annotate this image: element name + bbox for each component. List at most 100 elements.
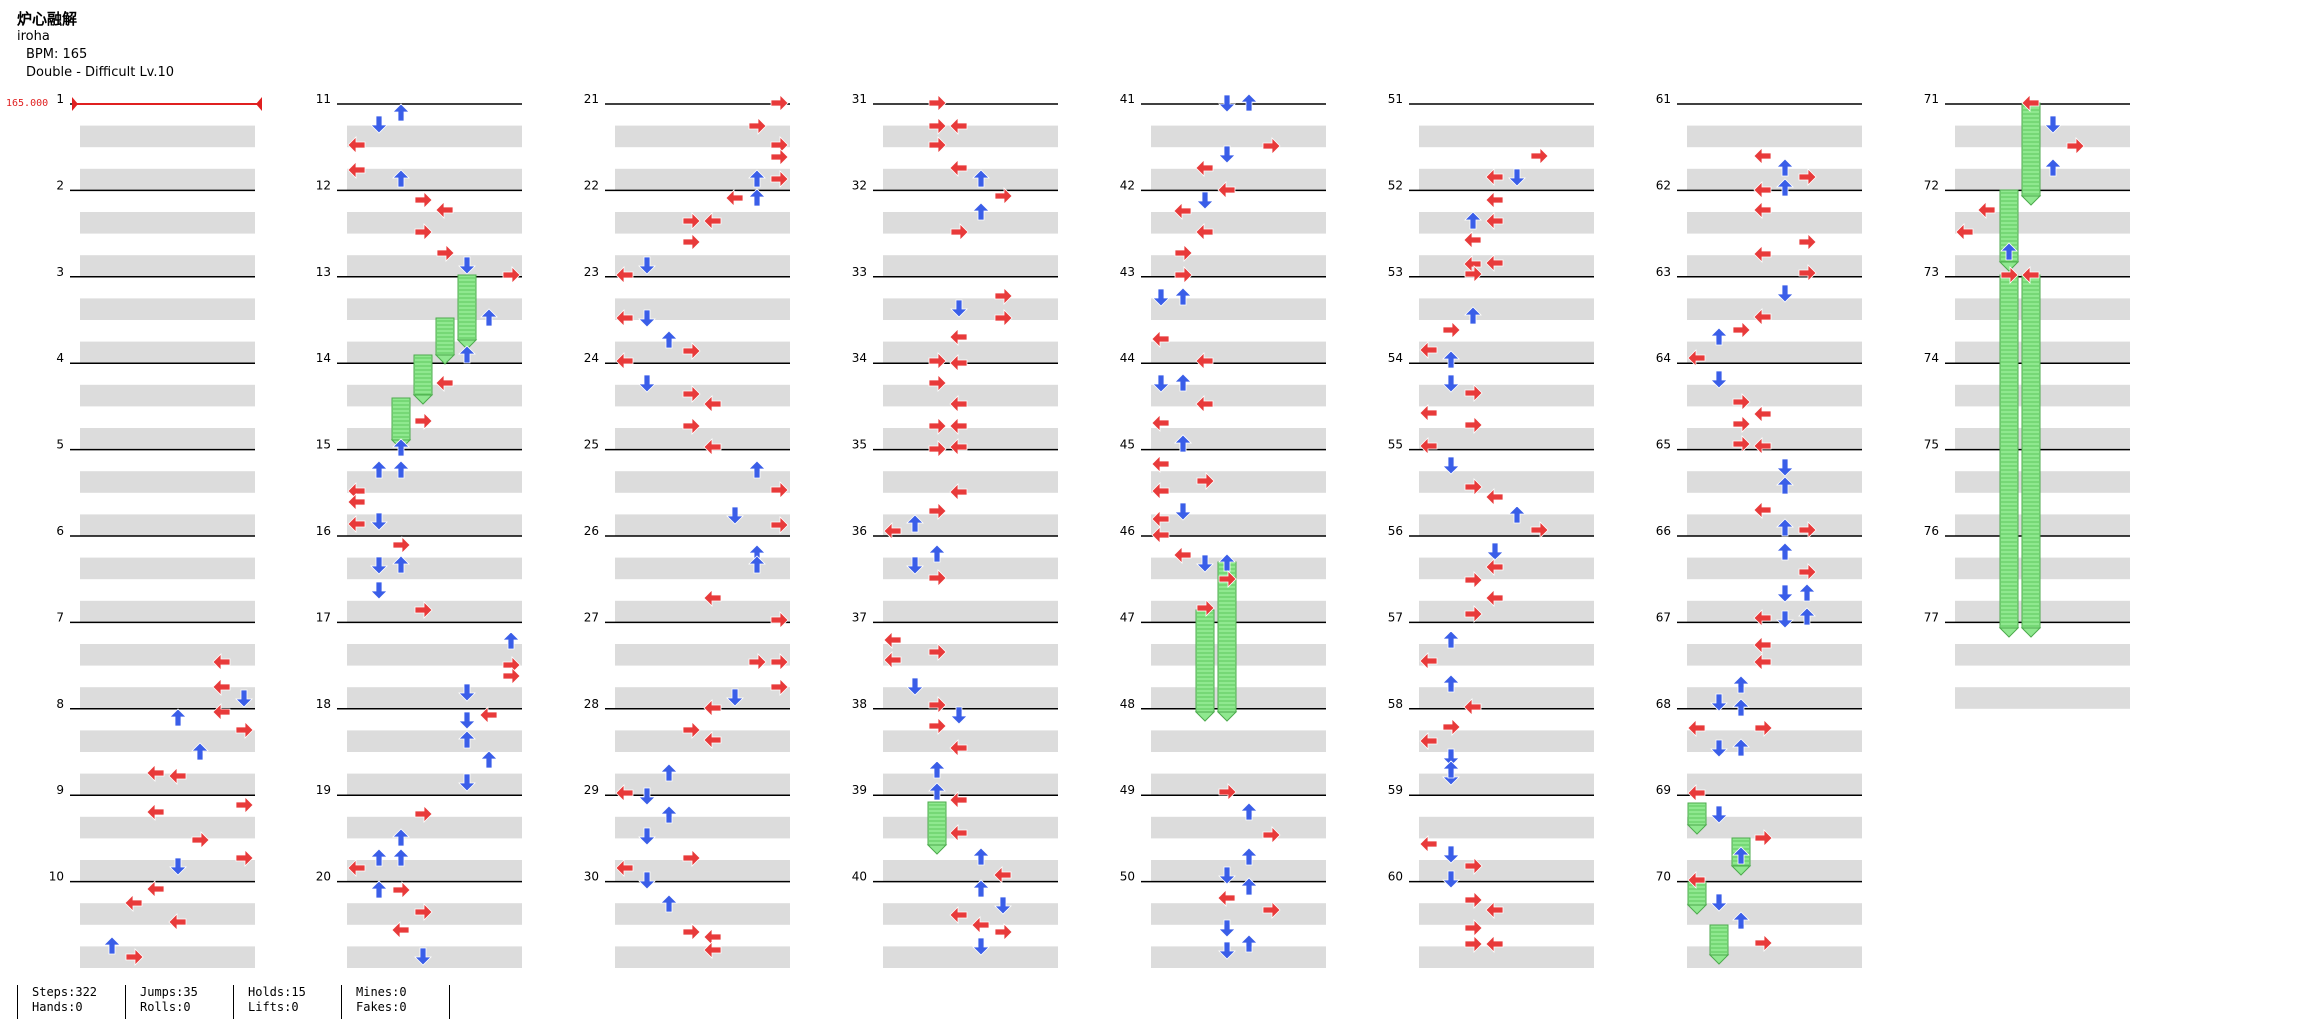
lane-stripe <box>1955 298 2130 320</box>
right-arrow-icon <box>770 170 789 188</box>
left-arrow-icon <box>1419 652 1438 670</box>
up-arrow-icon <box>928 782 946 801</box>
lane-stripe <box>615 298 790 320</box>
left-arrow-icon <box>949 906 968 924</box>
lane-stripe <box>1151 212 1326 234</box>
right-arrow-icon <box>235 721 254 739</box>
right-arrow-icon <box>928 440 947 458</box>
lane-stripe <box>883 946 1058 968</box>
lane-stripe <box>1687 644 1862 666</box>
right-arrow-icon <box>770 516 789 534</box>
up-arrow-icon <box>480 308 498 327</box>
left-arrow-icon <box>615 859 634 877</box>
right-arrow-icon <box>928 417 947 435</box>
left-arrow-icon <box>1419 341 1438 359</box>
lane-stripe <box>1955 428 2130 450</box>
up-arrow-icon <box>191 742 209 761</box>
lane-stripe <box>1687 471 1862 493</box>
lane-stripe <box>347 600 522 623</box>
up-arrow-icon <box>972 169 990 188</box>
right-arrow-icon <box>235 849 254 867</box>
lane-stripe <box>80 125 255 148</box>
lane-stripe <box>1419 298 1594 320</box>
lane-stripe <box>80 687 255 709</box>
bpm-end-marker <box>256 97 262 111</box>
right-arrow-icon <box>2000 266 2019 284</box>
left-arrow-icon <box>949 824 968 842</box>
lane-stripe <box>347 514 522 536</box>
right-arrow-icon <box>928 643 947 661</box>
lane-stripe <box>1687 773 1862 796</box>
measure-number: 2 <box>56 178 64 192</box>
right-arrow-icon <box>1174 266 1193 284</box>
right-arrow-icon <box>928 374 947 392</box>
left-arrow-icon <box>949 739 968 757</box>
left-arrow-icon <box>1687 349 1706 367</box>
right-arrow-icon <box>682 342 701 360</box>
lane-stripe <box>615 125 790 148</box>
measure-number: 6 <box>56 524 64 538</box>
lane-stripe <box>1955 168 2130 191</box>
measure-number: 73 <box>1924 265 1939 279</box>
lane-stripe <box>883 514 1058 536</box>
lane-stripe <box>1419 471 1594 493</box>
right-arrow-icon <box>1798 233 1817 251</box>
measure-number: 54 <box>1388 351 1403 365</box>
measure-number: 43 <box>1120 265 1135 279</box>
left-arrow-icon <box>725 189 744 207</box>
down-arrow-icon <box>458 711 476 730</box>
up-arrow-icon <box>480 750 498 769</box>
up-arrow-icon <box>1732 911 1750 930</box>
lane-stripe <box>1955 687 2130 709</box>
lane-stripe <box>1687 557 1862 580</box>
lane-stripe <box>347 816 522 839</box>
lane-stripe <box>347 125 522 148</box>
lane-stripe <box>1955 514 2130 536</box>
lane-stripe <box>347 860 522 882</box>
down-arrow-icon <box>370 581 388 600</box>
down-arrow-icon <box>370 115 388 134</box>
right-arrow-icon <box>1798 521 1817 539</box>
right-arrow-icon <box>436 244 455 262</box>
right-arrow-icon <box>502 667 521 685</box>
lane-stripe <box>1955 384 2130 407</box>
lane-stripe <box>80 255 255 277</box>
down-arrow-icon <box>972 937 990 956</box>
down-arrow-icon <box>638 256 656 275</box>
lane-stripe <box>1151 168 1326 191</box>
measure-number: 33 <box>852 265 867 279</box>
left-arrow-icon <box>1195 352 1214 370</box>
lane-stripe <box>1955 471 2130 493</box>
left-arrow-icon <box>1485 488 1504 506</box>
down-arrow-icon <box>1218 94 1236 113</box>
left-arrow-icon <box>615 309 634 327</box>
down-arrow-icon <box>370 512 388 531</box>
up-arrow-icon <box>928 544 946 563</box>
right-arrow-icon <box>1530 147 1549 165</box>
lane-stripe <box>1151 471 1326 493</box>
measure-number: 14 <box>316 351 331 365</box>
down-arrow-icon <box>1710 805 1728 824</box>
measure-number: 66 <box>1656 524 1671 538</box>
right-arrow-icon <box>1218 570 1237 588</box>
down-arrow-icon <box>1710 370 1728 389</box>
right-arrow-icon <box>1754 934 1773 952</box>
up-arrow-icon <box>1776 518 1794 537</box>
right-arrow-icon <box>770 136 789 154</box>
left-arrow-icon <box>1173 546 1192 564</box>
lane-stripe <box>1419 644 1594 666</box>
song-artist: iroha <box>17 29 50 44</box>
measure-number: 74 <box>1924 351 1939 365</box>
measure-number: 56 <box>1388 524 1403 538</box>
up-arrow-icon <box>103 936 121 955</box>
hold-end <box>1686 824 1708 835</box>
left-arrow-icon <box>347 515 366 533</box>
right-arrow-icon <box>1754 829 1773 847</box>
measure-number: 77 <box>1924 610 1939 624</box>
down-arrow-icon <box>1442 456 1460 475</box>
lane-stripe <box>1687 212 1862 234</box>
measure-number: 58 <box>1388 697 1403 711</box>
lane-stripe <box>1955 341 2130 364</box>
lane-stripe <box>1151 125 1326 148</box>
measure-number: 19 <box>316 783 331 797</box>
